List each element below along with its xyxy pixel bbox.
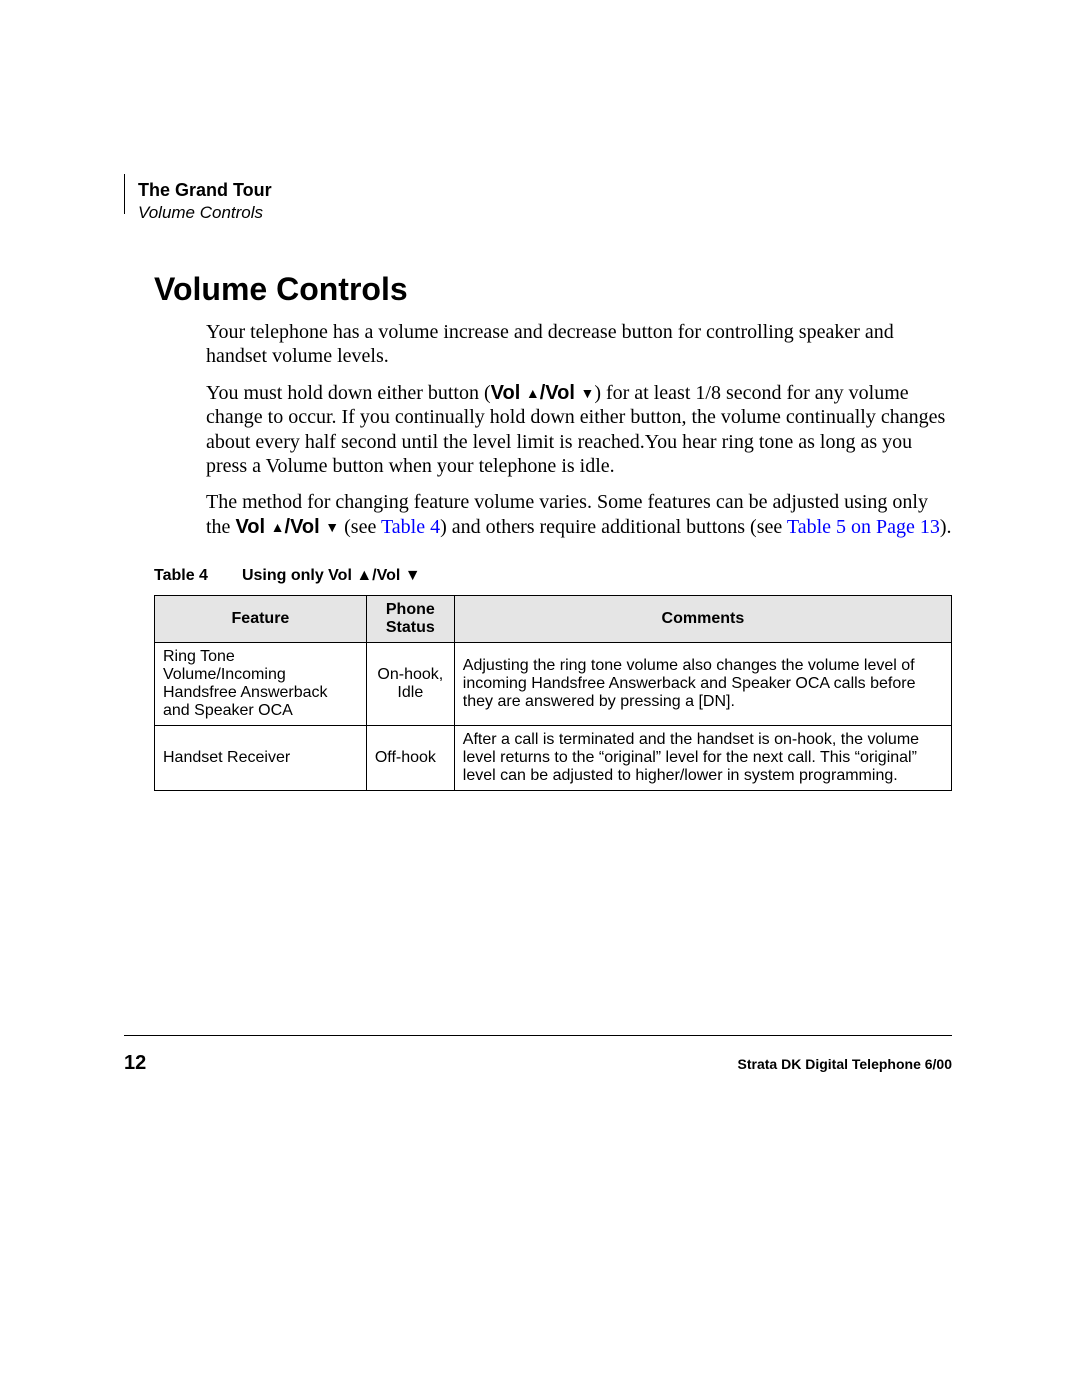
col-header-feature: Feature [155, 596, 367, 643]
p2-part-a: You must hold down either button ( [206, 382, 491, 404]
p3-part-d: ). [940, 516, 952, 538]
vol-up-label: Vol ▲ [491, 382, 540, 404]
table-row: Handset Receiver Off-hook After a call i… [155, 726, 952, 791]
paragraph-2: You must hold down either button (Vol ▲/… [206, 381, 952, 479]
cell-comments: Adjusting the ring tone volume also chan… [454, 643, 951, 726]
body-text: Your telephone has a volume increase and… [206, 320, 952, 539]
p3-part-b: (see [339, 516, 381, 538]
triangle-down-icon: ▼ [325, 519, 339, 535]
triangle-up-icon: ▲ [526, 385, 540, 401]
paragraph-3: The method for changing feature volume v… [206, 490, 952, 539]
vol-down-label-2: Vol ▼ [290, 516, 339, 538]
col-header-comments: Comments [454, 596, 951, 643]
table-header-row: Feature Phone Status Comments [155, 596, 952, 643]
cell-feature: Handset Receiver [155, 726, 367, 791]
triangle-down-icon: ▼ [580, 385, 594, 401]
table-caption-text: Using only Vol ▲/Vol ▼ [242, 567, 421, 584]
paragraph-1: Your telephone has a volume increase and… [206, 320, 952, 369]
page-title: Volume Controls [154, 271, 952, 308]
vol-up-label-2: Vol ▲ [235, 516, 284, 538]
page-number: 12 [124, 1052, 146, 1075]
p3-part-c: ) and others require additional buttons … [440, 516, 787, 538]
cell-comments: After a call is terminated and the hands… [454, 726, 951, 791]
xref-table5[interactable]: Table 5 on Page 13 [787, 516, 940, 538]
running-head-section: Volume Controls [138, 203, 952, 223]
cell-feature: Ring Tone Volume/Incoming Handsfree Answ… [155, 643, 367, 726]
table-caption: Table 4 Using only Vol ▲/Vol ▼ [154, 567, 952, 585]
page-content: The Grand Tour Volume Controls Volume Co… [124, 180, 952, 791]
triangle-up-icon: ▲ [271, 519, 285, 535]
footer-title: Strata DK Digital Telephone 6/00 [738, 1056, 952, 1072]
xref-table4[interactable]: Table 4 [381, 516, 440, 538]
cell-status: On-hook, Idle [366, 643, 454, 726]
vol-down-label: Vol ▼ [545, 382, 594, 404]
running-head-chapter: The Grand Tour [138, 180, 952, 201]
table-caption-prefix: Table 4 [154, 567, 208, 584]
footer-rule [124, 1035, 952, 1036]
col-header-status: Phone Status [366, 596, 454, 643]
cell-status: Off-hook [366, 726, 454, 791]
table-row: Ring Tone Volume/Incoming Handsfree Answ… [155, 643, 952, 726]
feature-table: Feature Phone Status Comments Ring Tone … [154, 595, 952, 791]
